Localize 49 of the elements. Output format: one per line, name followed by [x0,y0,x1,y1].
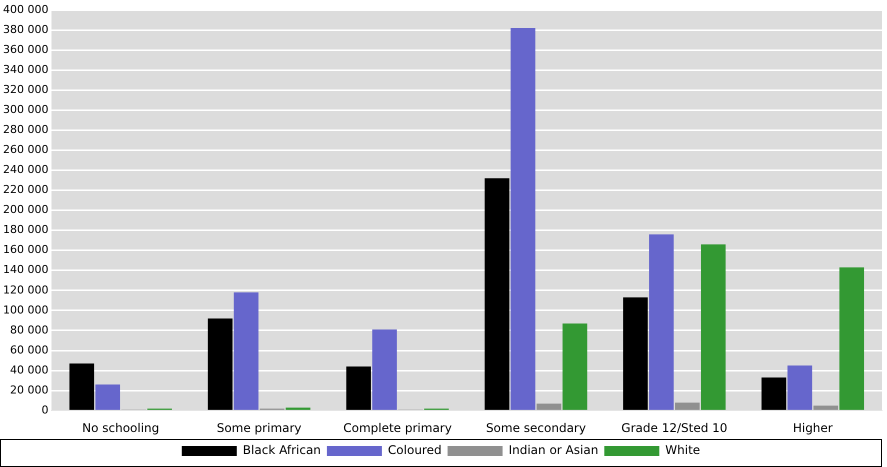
y-tick-label: 220 000 [2,183,48,196]
bar [234,292,258,410]
bar [675,402,700,410]
y-tick-label: 300 000 [2,103,48,116]
x-tick-label: Complete primary [343,420,452,435]
bar [510,28,536,410]
bar [700,244,726,410]
bar [346,366,371,410]
bar [484,178,510,410]
y-tick-label: 280 000 [2,123,48,136]
bar [649,234,674,410]
y-tick-label: 0 [41,403,48,416]
y-tick-label: 200 000 [2,203,48,216]
bar [762,378,786,410]
y-tick-label: 160 000 [2,243,48,256]
x-tick-label: Grade 12/Sted 10 [621,420,728,435]
y-tick-label: 60 000 [10,343,48,356]
bar [787,366,812,410]
bar [562,323,588,410]
y-tick-label: 400 000 [2,2,48,16]
x-tick-label: No schooling [82,420,160,435]
bar [208,318,233,410]
bar [372,329,397,410]
y-tick-label: 340 000 [2,62,48,76]
bar [839,267,864,410]
y-tick-label: 80 000 [10,323,48,336]
x-tick-label: Some secondary [486,420,586,435]
legend-label: Black African [242,443,321,458]
bar [813,406,838,410]
bar [623,297,648,410]
x-tick-label: Some primary [216,420,302,435]
y-tick-label: 100 000 [2,303,48,316]
legend-label: Indian or Asian [508,443,598,458]
y-tick-label: 380 000 [2,22,48,36]
y-tick-label: 20 000 [10,383,48,396]
y-tick-label: 360 000 [2,42,48,56]
legend-label: White [665,443,700,458]
y-tick-label: 40 000 [10,363,48,376]
y-tick-label: 140 000 [2,263,48,276]
y-tick-label: 320 000 [2,82,48,96]
legend-label: Coloured [388,443,442,458]
bar [95,384,120,410]
y-tick-label: 180 000 [2,223,48,236]
bar [69,364,94,410]
y-tick-label: 120 000 [2,283,48,296]
y-tick-label: 260 000 [2,143,48,156]
bar [536,404,562,410]
x-tick-label: Higher [792,420,833,435]
y-tick-label: 240 000 [2,163,48,176]
